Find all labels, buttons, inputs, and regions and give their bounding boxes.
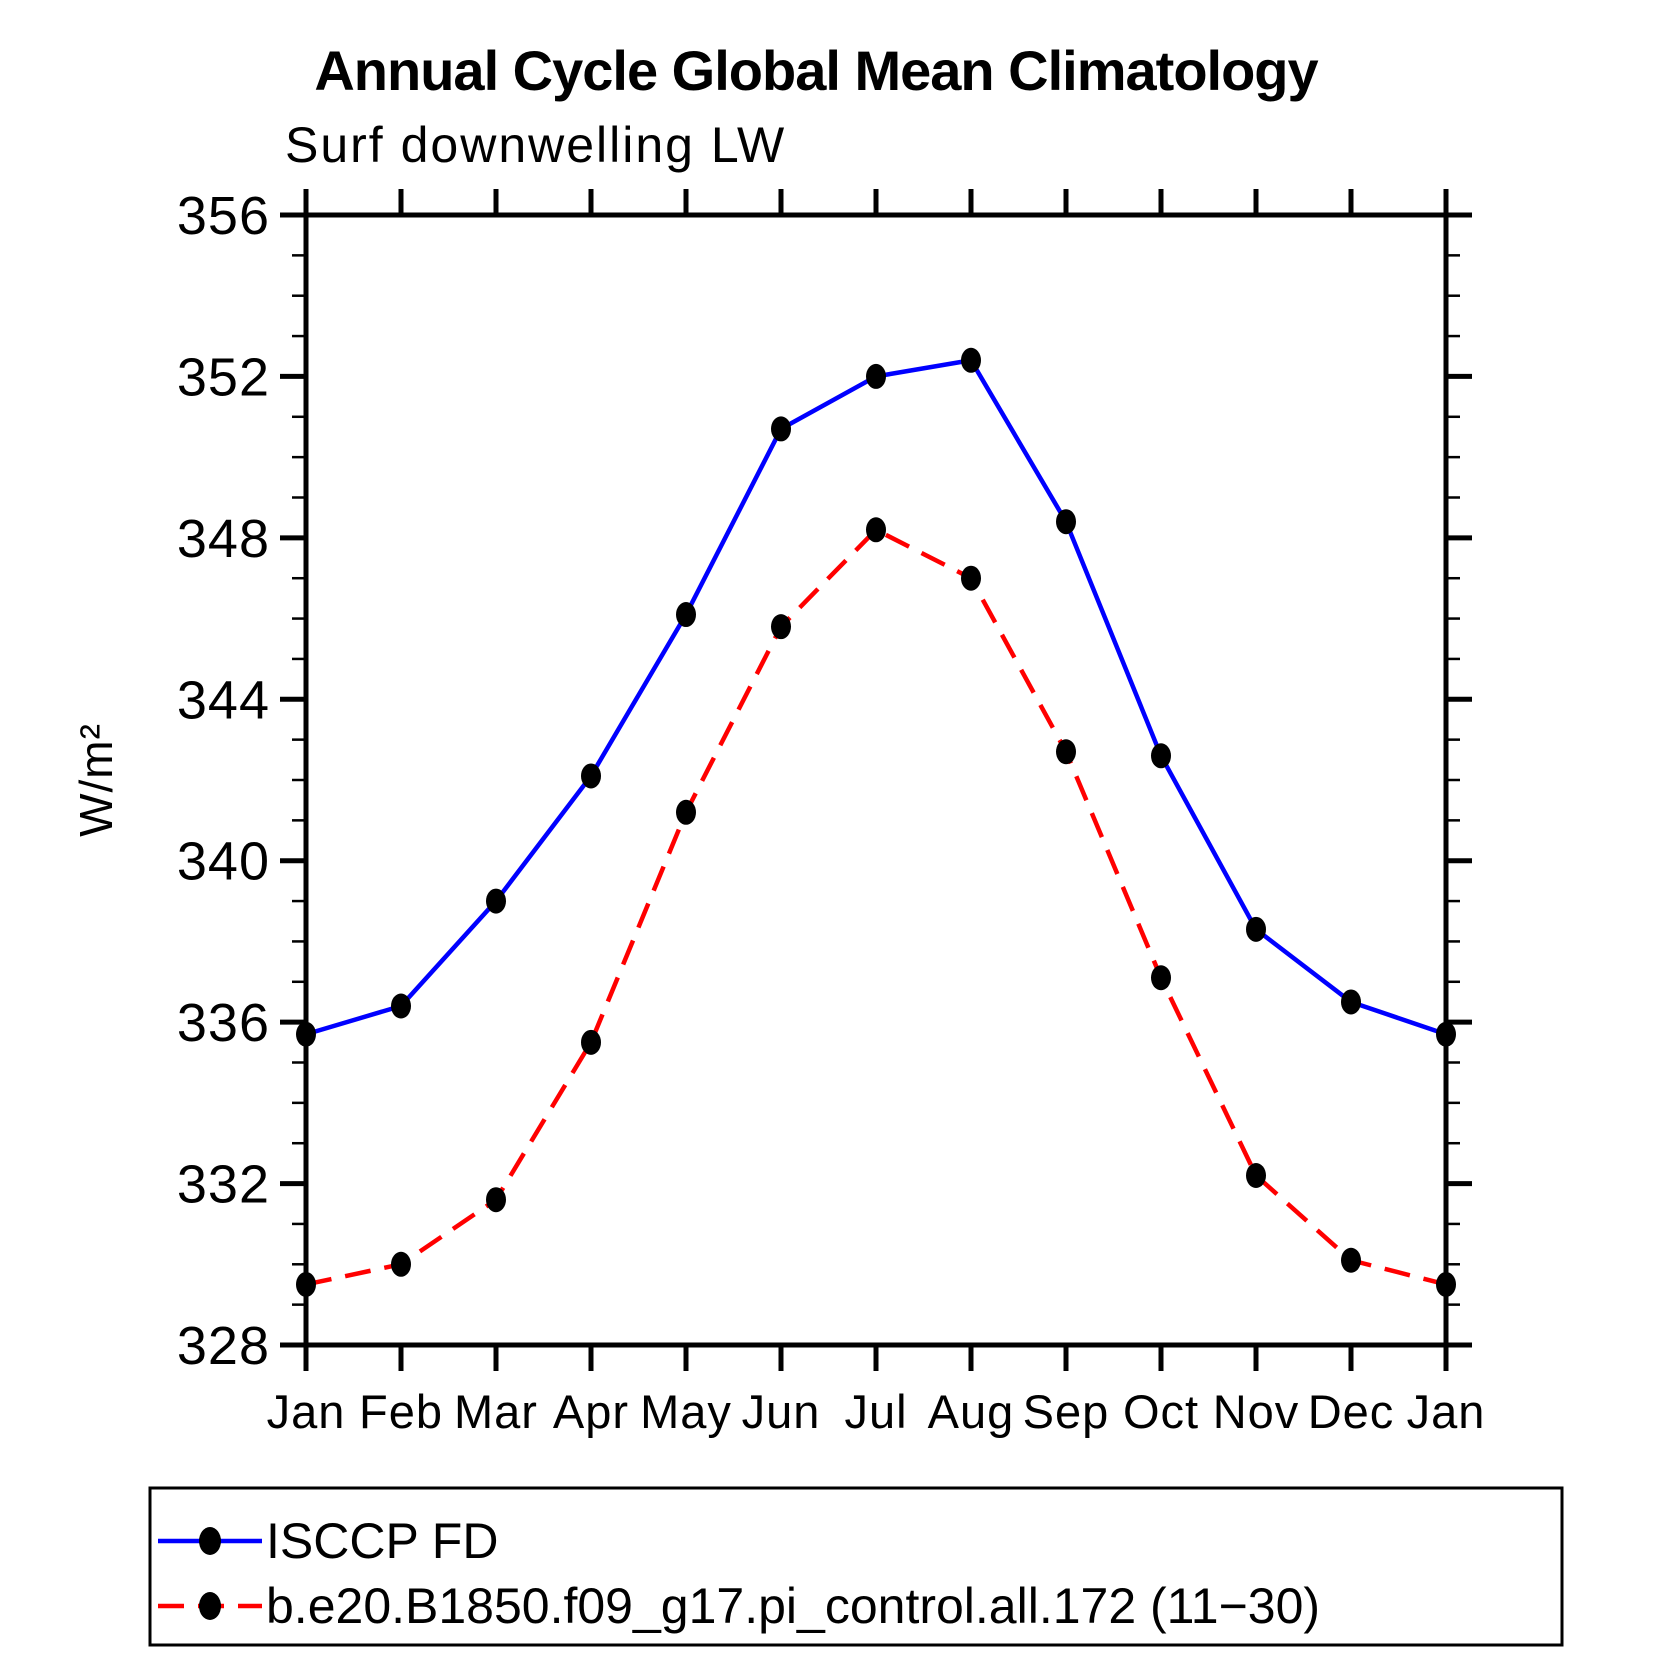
y-tick-label: 340 <box>177 832 270 892</box>
data-point-marker <box>676 602 696 628</box>
data-point-marker <box>1436 1271 1456 1297</box>
x-tick-label: Jun <box>742 1385 821 1438</box>
data-point-marker <box>296 1271 316 1297</box>
y-tick-label: 344 <box>177 670 270 730</box>
x-tick-label: Jul <box>844 1385 907 1438</box>
data-point-marker <box>581 1029 601 1055</box>
y-tick-label: 336 <box>177 993 270 1053</box>
x-tick-label: Aug <box>928 1385 1015 1438</box>
x-tick-label: Sep <box>1023 1385 1110 1438</box>
x-tick-label: Oct <box>1123 1385 1199 1438</box>
data-point-marker <box>771 614 791 640</box>
data-point-marker <box>1246 1163 1266 1188</box>
x-tick-label: Jan <box>1407 1385 1486 1438</box>
series-line-1 <box>305 527 1447 1287</box>
data-point-marker <box>676 799 696 825</box>
series-line-0 <box>305 357 1447 1037</box>
legend-box <box>148 1486 1564 1647</box>
legend: ISCCP FD b.e20.B1850.f09_g17.pi_control.a… <box>148 1486 1564 1647</box>
data-point-marker <box>1056 509 1076 535</box>
data-point-marker <box>296 1021 316 1047</box>
data-point-marker <box>486 888 506 914</box>
data-point-marker <box>866 517 886 543</box>
data-point-marker <box>1246 916 1266 942</box>
legend-label-0: ISCCP FD <box>266 1513 498 1569</box>
legend-marker-0 <box>199 1527 221 1555</box>
y-tick-label: 356 <box>177 186 270 246</box>
chart-title: Annual Cycle Global Mean Climatology <box>314 39 1318 102</box>
y-axis-title: W/m² <box>70 723 122 837</box>
x-tick-label: Jan <box>267 1385 346 1438</box>
data-point-marker <box>1436 1021 1456 1047</box>
data-point-marker <box>1151 965 1171 991</box>
x-tick-label: Feb <box>359 1385 443 1438</box>
data-point-marker <box>1056 739 1076 765</box>
legend-label-1: b.e20.B1850.f09_g17.pi_control.all.172 (… <box>266 1578 1320 1634</box>
x-tick-label: Mar <box>454 1385 538 1438</box>
data-point-marker <box>391 1251 411 1277</box>
y-tick-label: 348 <box>177 509 270 569</box>
data-point-marker <box>486 1187 506 1213</box>
y-tick-label: 328 <box>177 1316 270 1376</box>
data-point-marker <box>771 416 791 442</box>
data-point-marker <box>1151 743 1171 769</box>
data-point-marker <box>391 993 411 1019</box>
data-point-marker <box>1341 1247 1361 1273</box>
y-tick-label: 332 <box>177 1155 270 1215</box>
data-point-marker <box>961 347 981 373</box>
x-tick-label: Nov <box>1213 1385 1300 1438</box>
y-tick-label: 352 <box>177 347 270 407</box>
x-tick-label: Dec <box>1308 1385 1395 1438</box>
data-point-marker <box>866 363 886 389</box>
data-point-marker <box>1341 989 1361 1015</box>
x-tick-label: Apr <box>553 1385 629 1438</box>
data-point-marker <box>961 565 981 591</box>
data-point-marker <box>581 763 601 789</box>
x-tick-label: May <box>640 1385 732 1438</box>
legend-marker-1 <box>199 1592 221 1620</box>
chart-subtitle: Surf downwelling LW <box>285 117 786 173</box>
